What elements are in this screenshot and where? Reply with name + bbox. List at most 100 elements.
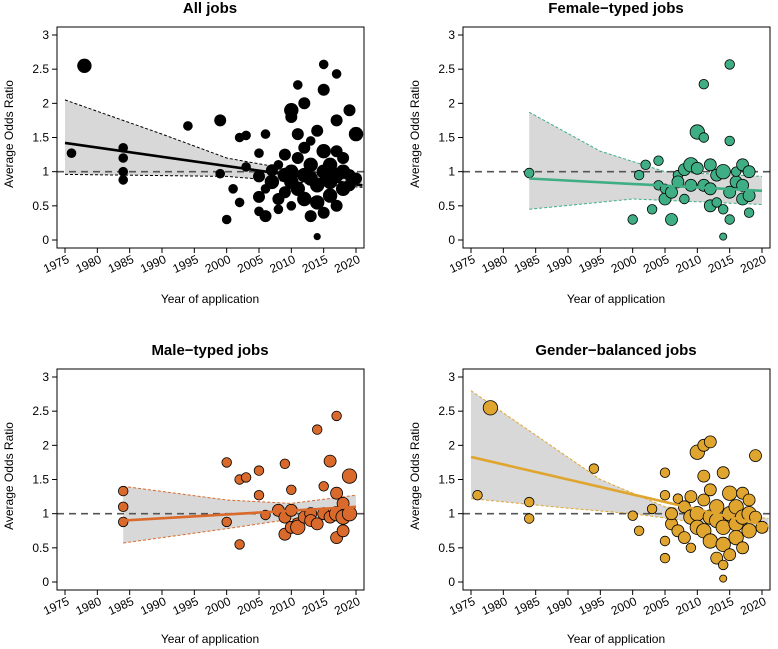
data-points xyxy=(117,410,358,550)
panel-all-jobs-plot-area xyxy=(57,58,364,241)
data-point xyxy=(524,167,535,179)
data-point xyxy=(77,58,92,73)
data-point xyxy=(286,484,297,496)
data-point xyxy=(303,157,318,172)
y-tick-label: 1.5 xyxy=(32,131,49,145)
data-point xyxy=(264,174,280,190)
data-point xyxy=(736,178,749,192)
y-tick-label: 1.5 xyxy=(438,473,455,487)
panel-balanced-jobs-title: Gender−balanced jobs xyxy=(535,342,696,359)
data-point xyxy=(290,181,305,196)
data-point xyxy=(304,210,317,223)
data-point xyxy=(305,136,316,146)
x-tick-label: 2005 xyxy=(235,252,265,276)
data-point xyxy=(259,210,272,223)
trend-line xyxy=(470,455,769,528)
data-point xyxy=(323,454,337,468)
data-point xyxy=(703,158,717,172)
data-point xyxy=(343,104,356,117)
panel-female-jobs-xlabel: Year of application xyxy=(567,292,665,306)
x-tick-label: 2010 xyxy=(267,594,297,618)
data-point xyxy=(221,214,232,225)
x-tick-label: 2010 xyxy=(673,594,703,618)
y-tick-label: 2.5 xyxy=(32,404,49,418)
data-point xyxy=(117,501,129,513)
confidence-upper-bound xyxy=(123,485,357,504)
plot-frame xyxy=(462,26,771,249)
data-point xyxy=(118,153,128,163)
data-point xyxy=(312,424,323,435)
data-point xyxy=(253,170,265,183)
y-tick-label: 2 xyxy=(448,438,455,452)
x-tick-label: 1980 xyxy=(479,594,509,618)
data-point xyxy=(716,466,730,480)
data-point xyxy=(633,169,645,181)
data-point xyxy=(310,178,325,193)
data-point xyxy=(221,457,232,468)
panel-female-jobs-title: Female−typed jobs xyxy=(548,0,683,17)
data-point xyxy=(348,126,364,142)
panel-all-jobs-title: All jobs xyxy=(183,0,237,17)
data-point xyxy=(702,533,718,549)
y-tick-label: 2 xyxy=(448,96,455,110)
y-tick-label: 3 xyxy=(448,370,455,384)
panel-male-jobs-plot: 0 0.5 1 1.5 2 2.5 3 1975 1980 1985 1990 1995 2000 200… xyxy=(32,368,365,618)
y-tick-label: 1 xyxy=(448,165,455,179)
panel-balanced-jobs: Gender−balanced jobs Average Odds Ratio … xyxy=(408,342,771,646)
y-tick-label: 1 xyxy=(448,507,455,521)
x-tick-label: 2000 xyxy=(609,252,639,276)
data-point xyxy=(341,468,358,484)
data-point xyxy=(313,233,321,241)
data-point xyxy=(117,516,129,528)
y-tick-label: 2.5 xyxy=(32,62,49,76)
data-point xyxy=(703,435,717,449)
x-tick-label: 1985 xyxy=(512,594,542,618)
x-tick-label: 2020 xyxy=(332,594,362,618)
confidence-upper-bound xyxy=(64,99,363,179)
data-point xyxy=(310,517,324,531)
y-tick-label: 1.5 xyxy=(438,131,455,145)
data-point xyxy=(715,536,731,553)
data-point xyxy=(719,574,728,583)
y-tick-label: 0.5 xyxy=(32,199,49,213)
data-point xyxy=(234,539,245,550)
panel-balanced-jobs-plot-area xyxy=(463,390,770,583)
data-point xyxy=(318,481,329,492)
data-point xyxy=(322,157,338,172)
data-point xyxy=(318,59,329,70)
data-point xyxy=(254,148,264,158)
data-point xyxy=(742,165,756,179)
data-point xyxy=(724,59,735,70)
data-point xyxy=(665,213,678,226)
data-point xyxy=(697,469,711,483)
data-point xyxy=(728,529,744,546)
x-tick-label: 1975 xyxy=(447,594,477,618)
x-tick-label: 2015 xyxy=(300,252,330,276)
data-point xyxy=(472,490,483,501)
data-point xyxy=(183,121,193,131)
data-point xyxy=(118,166,128,177)
data-point xyxy=(718,559,729,571)
data-point xyxy=(697,493,711,507)
data-point xyxy=(743,207,755,218)
data-point xyxy=(724,135,735,147)
x-tick-label: 2015 xyxy=(706,252,736,276)
data-point xyxy=(215,168,225,179)
data-point xyxy=(290,519,306,535)
panel-male-jobs-ylabel: Average Odds Ratio xyxy=(2,422,16,530)
data-point xyxy=(698,78,710,90)
data-point xyxy=(118,175,128,185)
plot-frame xyxy=(56,368,365,591)
x-tick-label: 1990 xyxy=(544,252,574,276)
data-point xyxy=(336,524,350,538)
data-point xyxy=(653,155,664,166)
y-tick-label: 0 xyxy=(448,575,455,589)
x-tick-label: 2000 xyxy=(609,594,639,618)
data-point xyxy=(698,132,710,143)
data-point xyxy=(350,172,362,185)
data-point xyxy=(742,493,756,507)
x-tick-label: 1995 xyxy=(170,594,200,618)
data-point xyxy=(234,197,245,208)
data-point xyxy=(711,197,722,208)
data-point xyxy=(214,114,227,127)
